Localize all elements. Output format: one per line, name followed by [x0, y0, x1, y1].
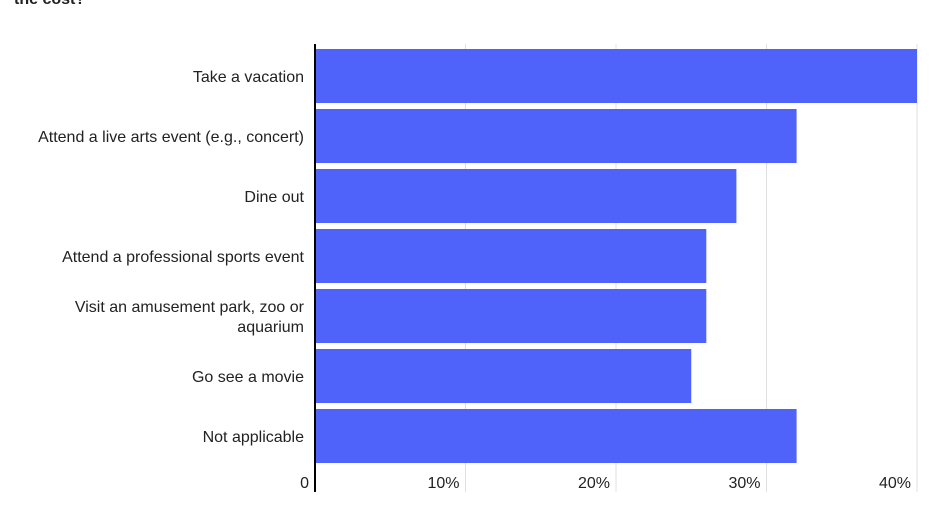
bar [315, 349, 692, 403]
category-label-line: aquarium [237, 319, 304, 336]
bar [315, 229, 707, 283]
x-tick-label: 40% [879, 475, 911, 492]
x-tick-label: 0 [300, 475, 309, 492]
bars [315, 49, 917, 463]
bar [315, 409, 797, 463]
category-label-line: Dine out [244, 189, 304, 206]
x-tick-label: 30% [728, 475, 760, 492]
x-tick-label: 20% [578, 475, 610, 492]
category-label-line: Attend a live arts event (e.g., concert) [38, 129, 304, 146]
category-label: Visit an amusement park, zoo or aquarium [75, 299, 305, 336]
category-label: Not applicable [203, 429, 305, 446]
category-label-line: Attend a professional sports event [62, 249, 304, 266]
bar [315, 289, 707, 343]
category-label: Go see a movie [192, 369, 304, 386]
category-label-line: Not applicable [203, 429, 305, 446]
category-label: Attend a professional sports event [62, 249, 304, 266]
chart-title: the cost? [14, 0, 85, 9]
bar [315, 169, 737, 223]
category-label: Attend a live arts event (e.g., concert) [38, 129, 304, 146]
x-tick-label: 10% [427, 475, 459, 492]
category-label-line: Visit an amusement park, zoo or [75, 299, 305, 316]
category-label-line: Go see a movie [192, 369, 304, 386]
category-label: Take a vacation [193, 69, 304, 86]
category-labels: Take a vacation Attend a live arts event … [38, 69, 305, 446]
category-label: Dine out [244, 189, 304, 206]
category-label-line: Take a vacation [193, 69, 304, 86]
x-tick-labels: 0 10% 20% 30% 40% [300, 475, 911, 492]
bar [315, 49, 917, 103]
bar [315, 109, 797, 163]
